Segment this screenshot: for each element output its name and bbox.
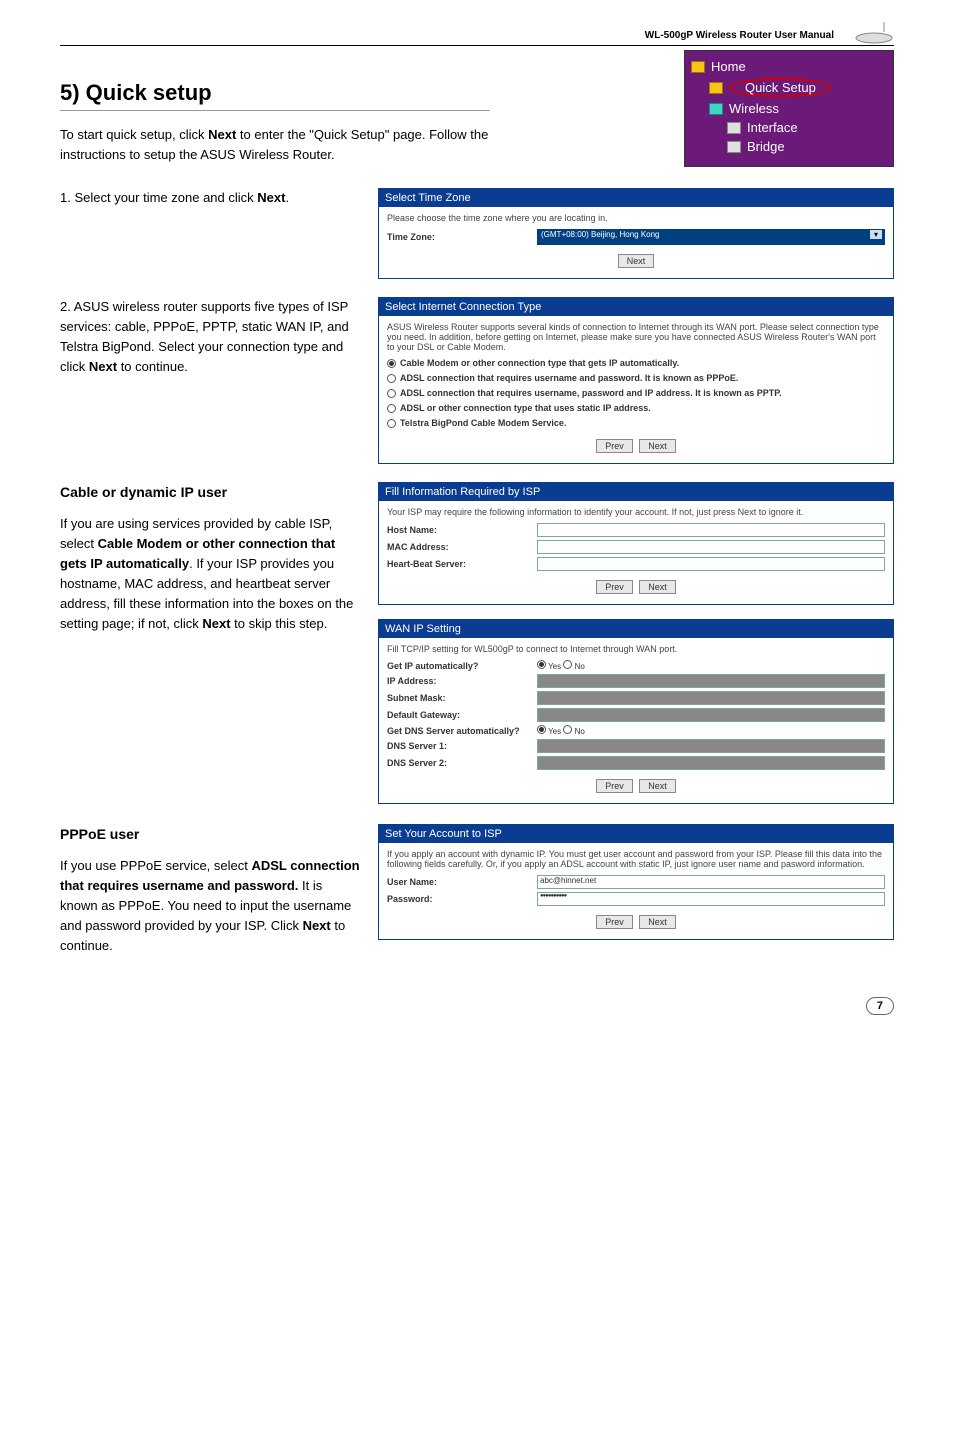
ip-label: IP Address: xyxy=(387,676,537,686)
isp-info-desc: Your ISP may require the following infor… xyxy=(387,507,885,517)
nav-home-label: Home xyxy=(711,59,746,74)
timezone-panel: Select Time Zone Please choose the time … xyxy=(378,188,894,279)
nav-quick-setup[interactable]: Quick Setup xyxy=(707,76,889,99)
manual-title: WL-500gP Wireless Router User Manual xyxy=(60,30,894,45)
gateway-label: Default Gateway: xyxy=(387,710,537,720)
mask-label: Subnet Mask: xyxy=(387,693,537,703)
radio-icon xyxy=(387,404,396,413)
radio-icon xyxy=(387,419,396,428)
dns1-input[interactable] xyxy=(537,739,885,753)
next-button[interactable]: Next xyxy=(618,254,655,268)
radio-icon xyxy=(387,359,396,368)
file-icon xyxy=(727,141,741,153)
step1-text: 1. Select your time zone and click Next. xyxy=(60,188,360,208)
radio-icon xyxy=(387,389,396,398)
pppoe-heading: PPPoE user xyxy=(60,824,360,846)
radio-icon xyxy=(537,725,546,734)
dns1-label: DNS Server 1: xyxy=(387,741,537,751)
get-ip-radio[interactable]: Yes No xyxy=(537,660,585,671)
next-button[interactable]: Next xyxy=(639,439,676,453)
next-button[interactable]: Next xyxy=(639,580,676,594)
get-dns-label: Get DNS Server automatically? xyxy=(387,726,537,736)
conn-opt-cable[interactable]: Cable Modem or other connection type tha… xyxy=(387,358,885,368)
gateway-input[interactable] xyxy=(537,708,885,722)
isp-info-panel: Fill Information Required by ISP Your IS… xyxy=(378,482,894,605)
host-name-input[interactable] xyxy=(537,523,885,537)
folder-icon xyxy=(709,82,723,94)
nav-wireless-label: Wireless xyxy=(729,101,779,116)
router-icon xyxy=(854,22,894,49)
nav-bridge[interactable]: Bridge xyxy=(725,137,889,156)
mac-label: MAC Address: xyxy=(387,542,537,552)
folder-icon xyxy=(709,103,723,115)
nav-bridge-label: Bridge xyxy=(747,139,785,154)
wan-ip-desc: Fill TCP/IP setting for WL500gP to conne… xyxy=(387,644,885,654)
username-label: User Name: xyxy=(387,877,537,887)
wan-ip-title: WAN IP Setting xyxy=(379,620,893,638)
heartbeat-label: Heart-Beat Server: xyxy=(387,559,537,569)
get-dns-radio[interactable]: Yes No xyxy=(537,725,585,736)
radio-icon xyxy=(563,660,572,669)
get-ip-label: Get IP automatically? xyxy=(387,661,537,671)
nav-tree: Home Quick Setup Wireless Interface Brid… xyxy=(684,50,894,167)
connection-panel-title: Select Internet Connection Type xyxy=(379,298,893,316)
prev-button[interactable]: Prev xyxy=(596,915,633,929)
radio-icon xyxy=(563,725,572,734)
conn-opt-bigpond[interactable]: Telstra BigPond Cable Modem Service. xyxy=(387,418,885,428)
timezone-panel-title: Select Time Zone xyxy=(379,189,893,207)
section-title: 5) Quick setup xyxy=(60,80,654,106)
intro-text: To start quick setup, click Next to ente… xyxy=(60,125,490,164)
pppoe-section: PPPoE user If you use PPPoE service, sel… xyxy=(60,824,360,956)
nav-interface[interactable]: Interface xyxy=(725,118,889,137)
cable-section: Cable or dynamic IP user If you are usin… xyxy=(60,482,360,635)
timezone-select[interactable]: (GMT+08:00) Beijing, Hong Kong xyxy=(537,229,885,245)
next-button[interactable]: Next xyxy=(639,915,676,929)
prev-button[interactable]: Prev xyxy=(596,439,633,453)
mask-input[interactable] xyxy=(537,691,885,705)
heartbeat-input[interactable] xyxy=(537,557,885,571)
timezone-desc: Please choose the time zone where you ar… xyxy=(387,213,885,223)
host-name-label: Host Name: xyxy=(387,525,537,535)
prev-button[interactable]: Prev xyxy=(596,779,633,793)
isp-account-desc: If you apply an account with dynamic IP.… xyxy=(387,849,885,869)
radio-icon xyxy=(537,660,546,669)
title-underline xyxy=(60,110,490,111)
isp-account-title: Set Your Account to ISP xyxy=(379,825,893,843)
folder-icon xyxy=(691,61,705,73)
radio-icon xyxy=(387,374,396,383)
conn-opt-pptp[interactable]: ADSL connection that requires username, … xyxy=(387,388,885,398)
cable-heading: Cable or dynamic IP user xyxy=(60,482,360,504)
mac-input[interactable] xyxy=(537,540,885,554)
isp-info-title: Fill Information Required by ISP xyxy=(379,483,893,501)
conn-opt-static[interactable]: ADSL or other connection type that uses … xyxy=(387,403,885,413)
dns2-label: DNS Server 2: xyxy=(387,758,537,768)
nav-wireless[interactable]: Wireless xyxy=(707,99,889,118)
dns2-input[interactable] xyxy=(537,756,885,770)
isp-account-panel: Set Your Account to ISP If you apply an … xyxy=(378,824,894,940)
username-input[interactable]: abc@hinnet.net xyxy=(537,875,885,889)
wan-ip-panel: WAN IP Setting Fill TCP/IP setting for W… xyxy=(378,619,894,804)
next-button[interactable]: Next xyxy=(639,779,676,793)
prev-button[interactable]: Prev xyxy=(596,580,633,594)
nav-quick-label: Quick Setup xyxy=(729,78,832,97)
nav-home[interactable]: Home xyxy=(689,57,889,76)
connection-desc: ASUS Wireless Router supports several ki… xyxy=(387,322,885,352)
password-label: Password: xyxy=(387,894,537,904)
timezone-label: Time Zone: xyxy=(387,232,537,242)
file-icon xyxy=(727,122,741,134)
nav-interface-label: Interface xyxy=(747,120,798,135)
page-number: 7 xyxy=(866,997,894,1015)
connection-type-panel: Select Internet Connection Type ASUS Wir… xyxy=(378,297,894,464)
step2-text: 2. ASUS wireless router supports five ty… xyxy=(60,297,360,378)
conn-opt-pppoe[interactable]: ADSL connection that requires username a… xyxy=(387,373,885,383)
ip-input[interactable] xyxy=(537,674,885,688)
footer: 7 xyxy=(60,996,894,1015)
password-input[interactable]: ●●●●●●●●●● xyxy=(537,892,885,906)
